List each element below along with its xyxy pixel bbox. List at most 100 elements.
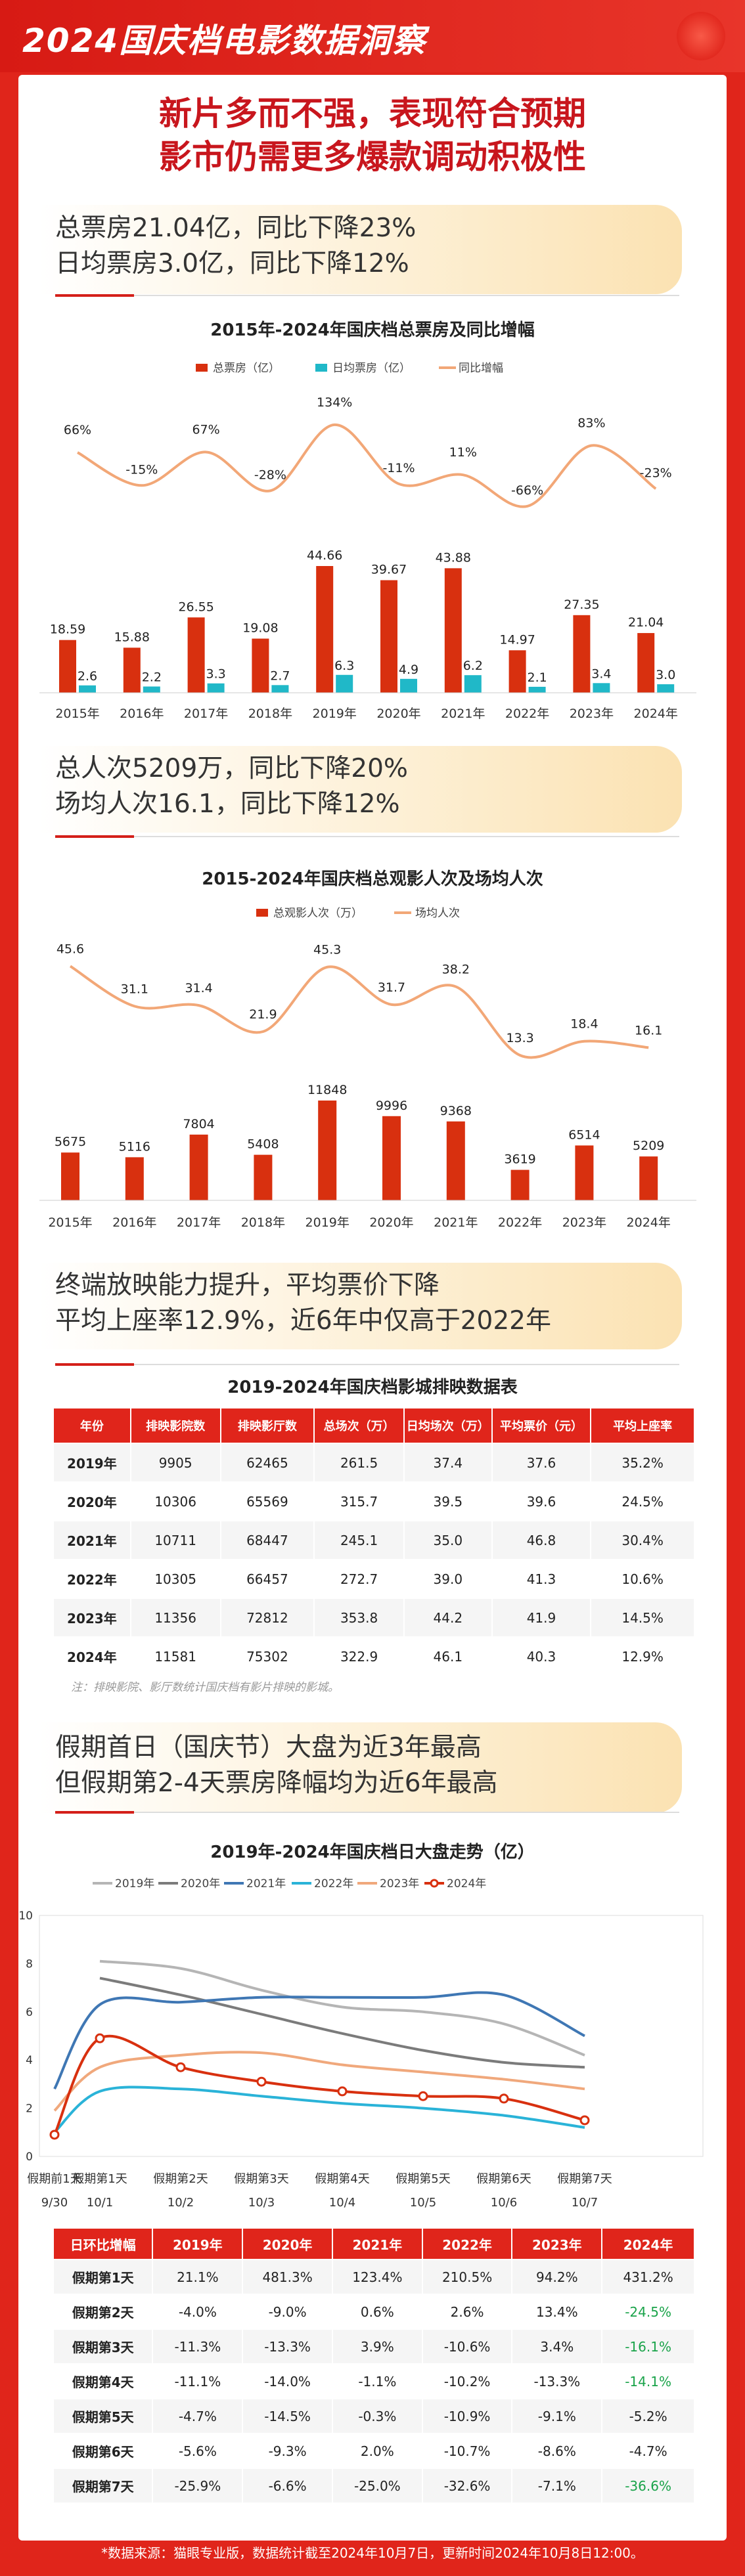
- x-tick-label: 假期第7天: [557, 2172, 612, 2186]
- band-accent-line: [55, 1363, 134, 1366]
- per-screening-label: 16.1: [635, 1023, 662, 1037]
- header-title: 2024国庆档电影数据洞察: [22, 22, 427, 60]
- box-office-bar-label: 44.66: [307, 548, 342, 563]
- table-cell: -5.6%: [152, 2433, 244, 2469]
- yoy-label: 83%: [577, 416, 605, 431]
- data-point: [499, 2093, 509, 2104]
- box-office-bar: [380, 580, 397, 693]
- column-header: 平均票价（元）: [491, 1407, 592, 1444]
- column-header: 2020年: [242, 2227, 333, 2260]
- daily-average-bar: [79, 685, 96, 693]
- yoy-label: -66%: [511, 483, 543, 498]
- table-cell: 62465: [219, 1443, 315, 1483]
- series-line: [53, 2085, 585, 2133]
- x-tick-label: 2018年: [241, 1215, 285, 1230]
- table-cell: 假期第4天: [52, 2363, 154, 2399]
- legend-label: 日均票房（亿）: [332, 362, 411, 375]
- daily-average-bar-label: 2.2: [142, 670, 162, 684]
- attendance-bar-label: 5675: [55, 1135, 86, 1149]
- column-header: 2023年: [511, 2227, 603, 2260]
- attendance-bar-label: 9368: [440, 1104, 472, 1118]
- x-tick-label: 假期第6天: [476, 2172, 531, 2186]
- table-row: 2020年 10306 65569 315.7 39.5 39.6 24.5%: [53, 1481, 695, 1521]
- table-cell: 2021年: [53, 1520, 131, 1560]
- headline-line-2: 影市仍需更多爆款调动积极性: [159, 138, 586, 176]
- attendance-bar: [382, 1116, 401, 1200]
- table-cell: 11581: [129, 1636, 221, 1676]
- table-cell: 75302: [219, 1636, 315, 1676]
- table-cell: 12.9%: [590, 1636, 695, 1676]
- table-cell: 2022年: [53, 1559, 131, 1599]
- table-cell: -32.6%: [421, 2468, 513, 2504]
- divider: [134, 1812, 679, 1813]
- table-cell: -14.0%: [242, 2363, 333, 2399]
- box-office-bar-label: 15.88: [114, 630, 150, 644]
- daily-average-bar-label: 3.3: [206, 667, 225, 682]
- table-cell: 37.6: [491, 1443, 592, 1483]
- legend-label: 2024年: [447, 1877, 486, 1890]
- box-office-band: [38, 205, 682, 294]
- table-cell: 假期第3天: [52, 2328, 154, 2365]
- table-cell: -10.2%: [421, 2363, 513, 2399]
- table-cell: 假期第5天: [52, 2398, 154, 2434]
- table-cell: -25.0%: [331, 2468, 423, 2504]
- table-cell: 2020年: [53, 1481, 131, 1521]
- table-cell: 315.7: [313, 1481, 405, 1521]
- box-office-bar: [573, 615, 591, 693]
- column-header: 日均场次（万）: [403, 1407, 493, 1444]
- x-tick-label: 2021年: [434, 1215, 478, 1230]
- table-row: 2023年 11356 72812 353.8 44.2 41.9 14.5%: [53, 1598, 695, 1638]
- daily-average-bar: [143, 686, 160, 693]
- table-cell: -14.1%: [601, 2363, 695, 2399]
- x-tick-label: 2017年: [184, 707, 228, 721]
- table-row: 假期第1天 21.1% 481.3% 123.4% 210.5% 94.2% 431.2%: [52, 2259, 695, 2295]
- table-cell: 35.0: [403, 1520, 493, 1560]
- box-office-bar-label: 39.67: [371, 563, 407, 577]
- daily-average-bar: [593, 683, 610, 693]
- table-cell: 11356: [129, 1598, 221, 1638]
- table-cell: -9.1%: [511, 2398, 603, 2434]
- table-row: 假期第6天 -5.6% -9.3% 2.0% -10.7% -8.6% -4.7%: [52, 2433, 695, 2469]
- table-row: 2024年 11581 75302 322.9 46.1 40.3 12.9%: [53, 1636, 695, 1676]
- table-cell: -4.0%: [152, 2294, 244, 2330]
- screening-table-title: 2019-2024年国庆档影城排映数据表: [227, 1378, 518, 1397]
- table-cell: 3.4%: [511, 2328, 603, 2365]
- legend-swatch: [315, 364, 327, 372]
- x-tick-label: 2020年: [376, 707, 420, 721]
- x-tick-label: 2015年: [48, 1215, 92, 1230]
- table-cell: 68447: [219, 1520, 315, 1560]
- daily-average-bar: [464, 675, 482, 693]
- box-office-bar: [508, 650, 526, 693]
- attendance-chart: 总观影人次（万） 场均人次 5675 2015年 5116 2016年 7804 2017年 5…: [39, 907, 696, 1230]
- daily-average-bar-label: 6.3: [334, 659, 354, 673]
- decorative-swirl-icon: [677, 12, 725, 60]
- box-office-bar: [444, 568, 462, 693]
- table-cell: 2019年: [53, 1443, 131, 1483]
- column-header: 2024年: [601, 2227, 695, 2260]
- x-tick-label: 2018年: [248, 707, 292, 721]
- table-cell: 123.4%: [331, 2259, 423, 2295]
- x-tick-label: 2019年: [313, 707, 357, 721]
- table-cell: 假期第2天: [52, 2294, 154, 2330]
- per-screening-label: 13.3: [506, 1031, 533, 1045]
- table-cell: -36.6%: [601, 2468, 695, 2504]
- series-line: [53, 2051, 585, 2112]
- x-tick-label: 假期第4天: [315, 2172, 369, 2186]
- table-cell: 44.2: [403, 1598, 493, 1638]
- table-cell: 2.6%: [421, 2294, 513, 2330]
- table-cell: 65569: [219, 1481, 315, 1521]
- daily-average-bar: [657, 684, 675, 693]
- attendance-bar-label: 3619: [504, 1152, 535, 1167]
- box-office-bar: [637, 633, 655, 693]
- table-cell: 353.8: [313, 1598, 405, 1638]
- box-office-band-line-2: 日均票房3.0亿，同比下降12%: [55, 249, 409, 278]
- table-cell: 假期第6天: [52, 2433, 154, 2469]
- plot-frame: [39, 1915, 704, 2157]
- box-office-bar: [316, 566, 334, 693]
- daily-average-bar: [271, 685, 289, 693]
- box-office-bar: [252, 638, 269, 693]
- box-office-bar-label: 19.08: [242, 621, 278, 636]
- daily-chart: 2019年 2020年 2021年 2022年 2023年 2024年 0 2 4 6 8 10 假期前…: [20, 1877, 704, 2210]
- table-row: 假期第5天 -4.7% -14.5% -0.3% -10.9% -9.1% -5.2%: [52, 2398, 695, 2434]
- table-cell: 2023年: [53, 1598, 131, 1638]
